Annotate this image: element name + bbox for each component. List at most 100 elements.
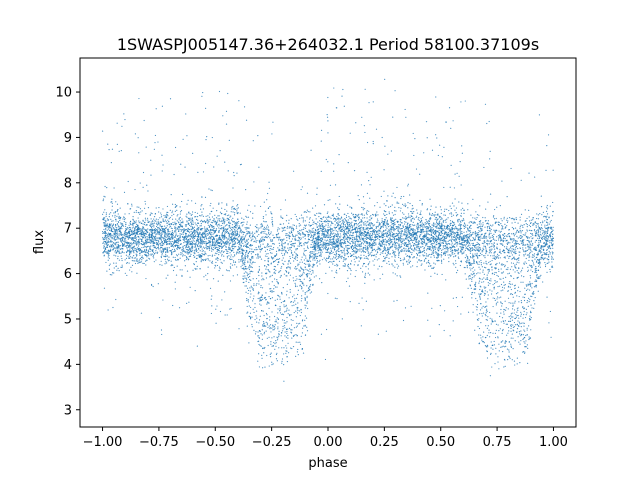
scatter-point	[191, 211, 194, 213]
scatter-point	[516, 231, 518, 233]
scatter-point	[498, 221, 500, 224]
scatter-point	[193, 254, 195, 257]
scatter-point	[482, 336, 484, 338]
scatter-point	[137, 137, 139, 139]
scatter-point	[201, 214, 203, 216]
scatter-point	[485, 312, 487, 314]
scatter-point	[412, 265, 414, 267]
scatter-point	[288, 309, 290, 311]
scatter-point	[450, 254, 452, 256]
scatter-point	[242, 224, 244, 226]
scatter-point	[132, 243, 134, 245]
scatter-point	[450, 233, 452, 235]
scatter-point	[295, 225, 298, 227]
scatter-point	[224, 219, 226, 221]
scatter-point	[297, 341, 299, 343]
scatter-point	[207, 234, 209, 236]
scatter-point	[503, 313, 505, 315]
scatter-point	[426, 137, 428, 139]
scatter-point	[469, 220, 471, 223]
scatter-point	[527, 236, 529, 238]
scatter-point	[438, 324, 440, 326]
scatter-point	[485, 278, 487, 280]
scatter-point	[319, 236, 321, 238]
scatter-point	[459, 242, 461, 245]
scatter-point	[167, 219, 169, 221]
scatter-point	[245, 280, 247, 282]
scatter-point	[422, 240, 424, 243]
scatter-point	[264, 255, 267, 257]
scatter-point	[110, 249, 112, 251]
scatter-point	[145, 264, 147, 266]
scatter-point	[284, 229, 286, 231]
scatter-point	[173, 223, 175, 226]
scatter-point	[304, 238, 306, 240]
scatter-point	[461, 296, 463, 298]
scatter-point	[114, 247, 116, 249]
scatter-point	[362, 207, 364, 209]
scatter-point	[215, 308, 217, 310]
scatter-point	[132, 239, 134, 241]
scatter-point	[437, 213, 439, 215]
scatter-point	[520, 230, 522, 232]
scatter-point	[429, 217, 432, 219]
scatter-point	[346, 231, 348, 233]
scatter-point	[297, 289, 299, 291]
scatter-point	[513, 285, 516, 287]
scatter-point	[306, 259, 308, 261]
scatter-point	[138, 222, 140, 224]
scatter-point	[469, 267, 471, 269]
scatter-point	[345, 246, 347, 248]
scatter-point	[115, 252, 117, 254]
scatter-point	[456, 269, 459, 271]
scatter-point	[337, 255, 339, 258]
scatter-point	[261, 357, 263, 359]
scatter-point	[486, 276, 488, 279]
scatter-point	[351, 229, 353, 231]
scatter-point	[134, 188, 136, 191]
scatter-point	[412, 235, 414, 237]
scatter-point	[108, 216, 110, 218]
scatter-point	[143, 228, 146, 230]
scatter-point	[362, 251, 365, 253]
scatter-point	[200, 257, 202, 259]
scatter-point	[293, 228, 295, 231]
scatter-point	[399, 260, 402, 262]
scatter-point	[498, 237, 500, 239]
scatter-point	[104, 237, 106, 239]
scatter-point	[381, 220, 383, 222]
scatter-point	[548, 223, 551, 225]
scatter-point	[514, 233, 516, 235]
scatter-point	[437, 218, 439, 220]
scatter-point	[437, 234, 440, 236]
scatter-point	[165, 214, 167, 216]
scatter-point	[215, 244, 217, 247]
scatter-point	[158, 223, 160, 225]
scatter-point	[547, 240, 549, 242]
scatter-point	[336, 233, 338, 236]
scatter-point	[266, 314, 268, 316]
scatter-point	[295, 255, 297, 257]
scatter-point	[164, 233, 166, 236]
scatter-point	[268, 307, 270, 309]
scatter-point	[393, 225, 395, 227]
scatter-point	[284, 251, 287, 253]
scatter-point	[107, 225, 109, 227]
scatter-point	[297, 302, 299, 304]
scatter-point	[114, 235, 116, 237]
scatter-point	[158, 228, 160, 230]
scatter-point	[438, 224, 440, 226]
scatter-point	[182, 233, 184, 236]
scatter-point	[233, 171, 235, 174]
scatter-point	[395, 248, 397, 250]
scatter-point	[441, 240, 443, 242]
scatter-point	[467, 224, 469, 226]
scatter-point	[153, 253, 156, 255]
scatter-point	[309, 284, 312, 286]
scatter-point	[189, 224, 191, 227]
scatter-point	[178, 217, 180, 219]
scatter-point	[516, 363, 518, 365]
scatter-point	[372, 143, 374, 145]
scatter-point	[378, 238, 380, 241]
scatter-point	[452, 253, 454, 255]
